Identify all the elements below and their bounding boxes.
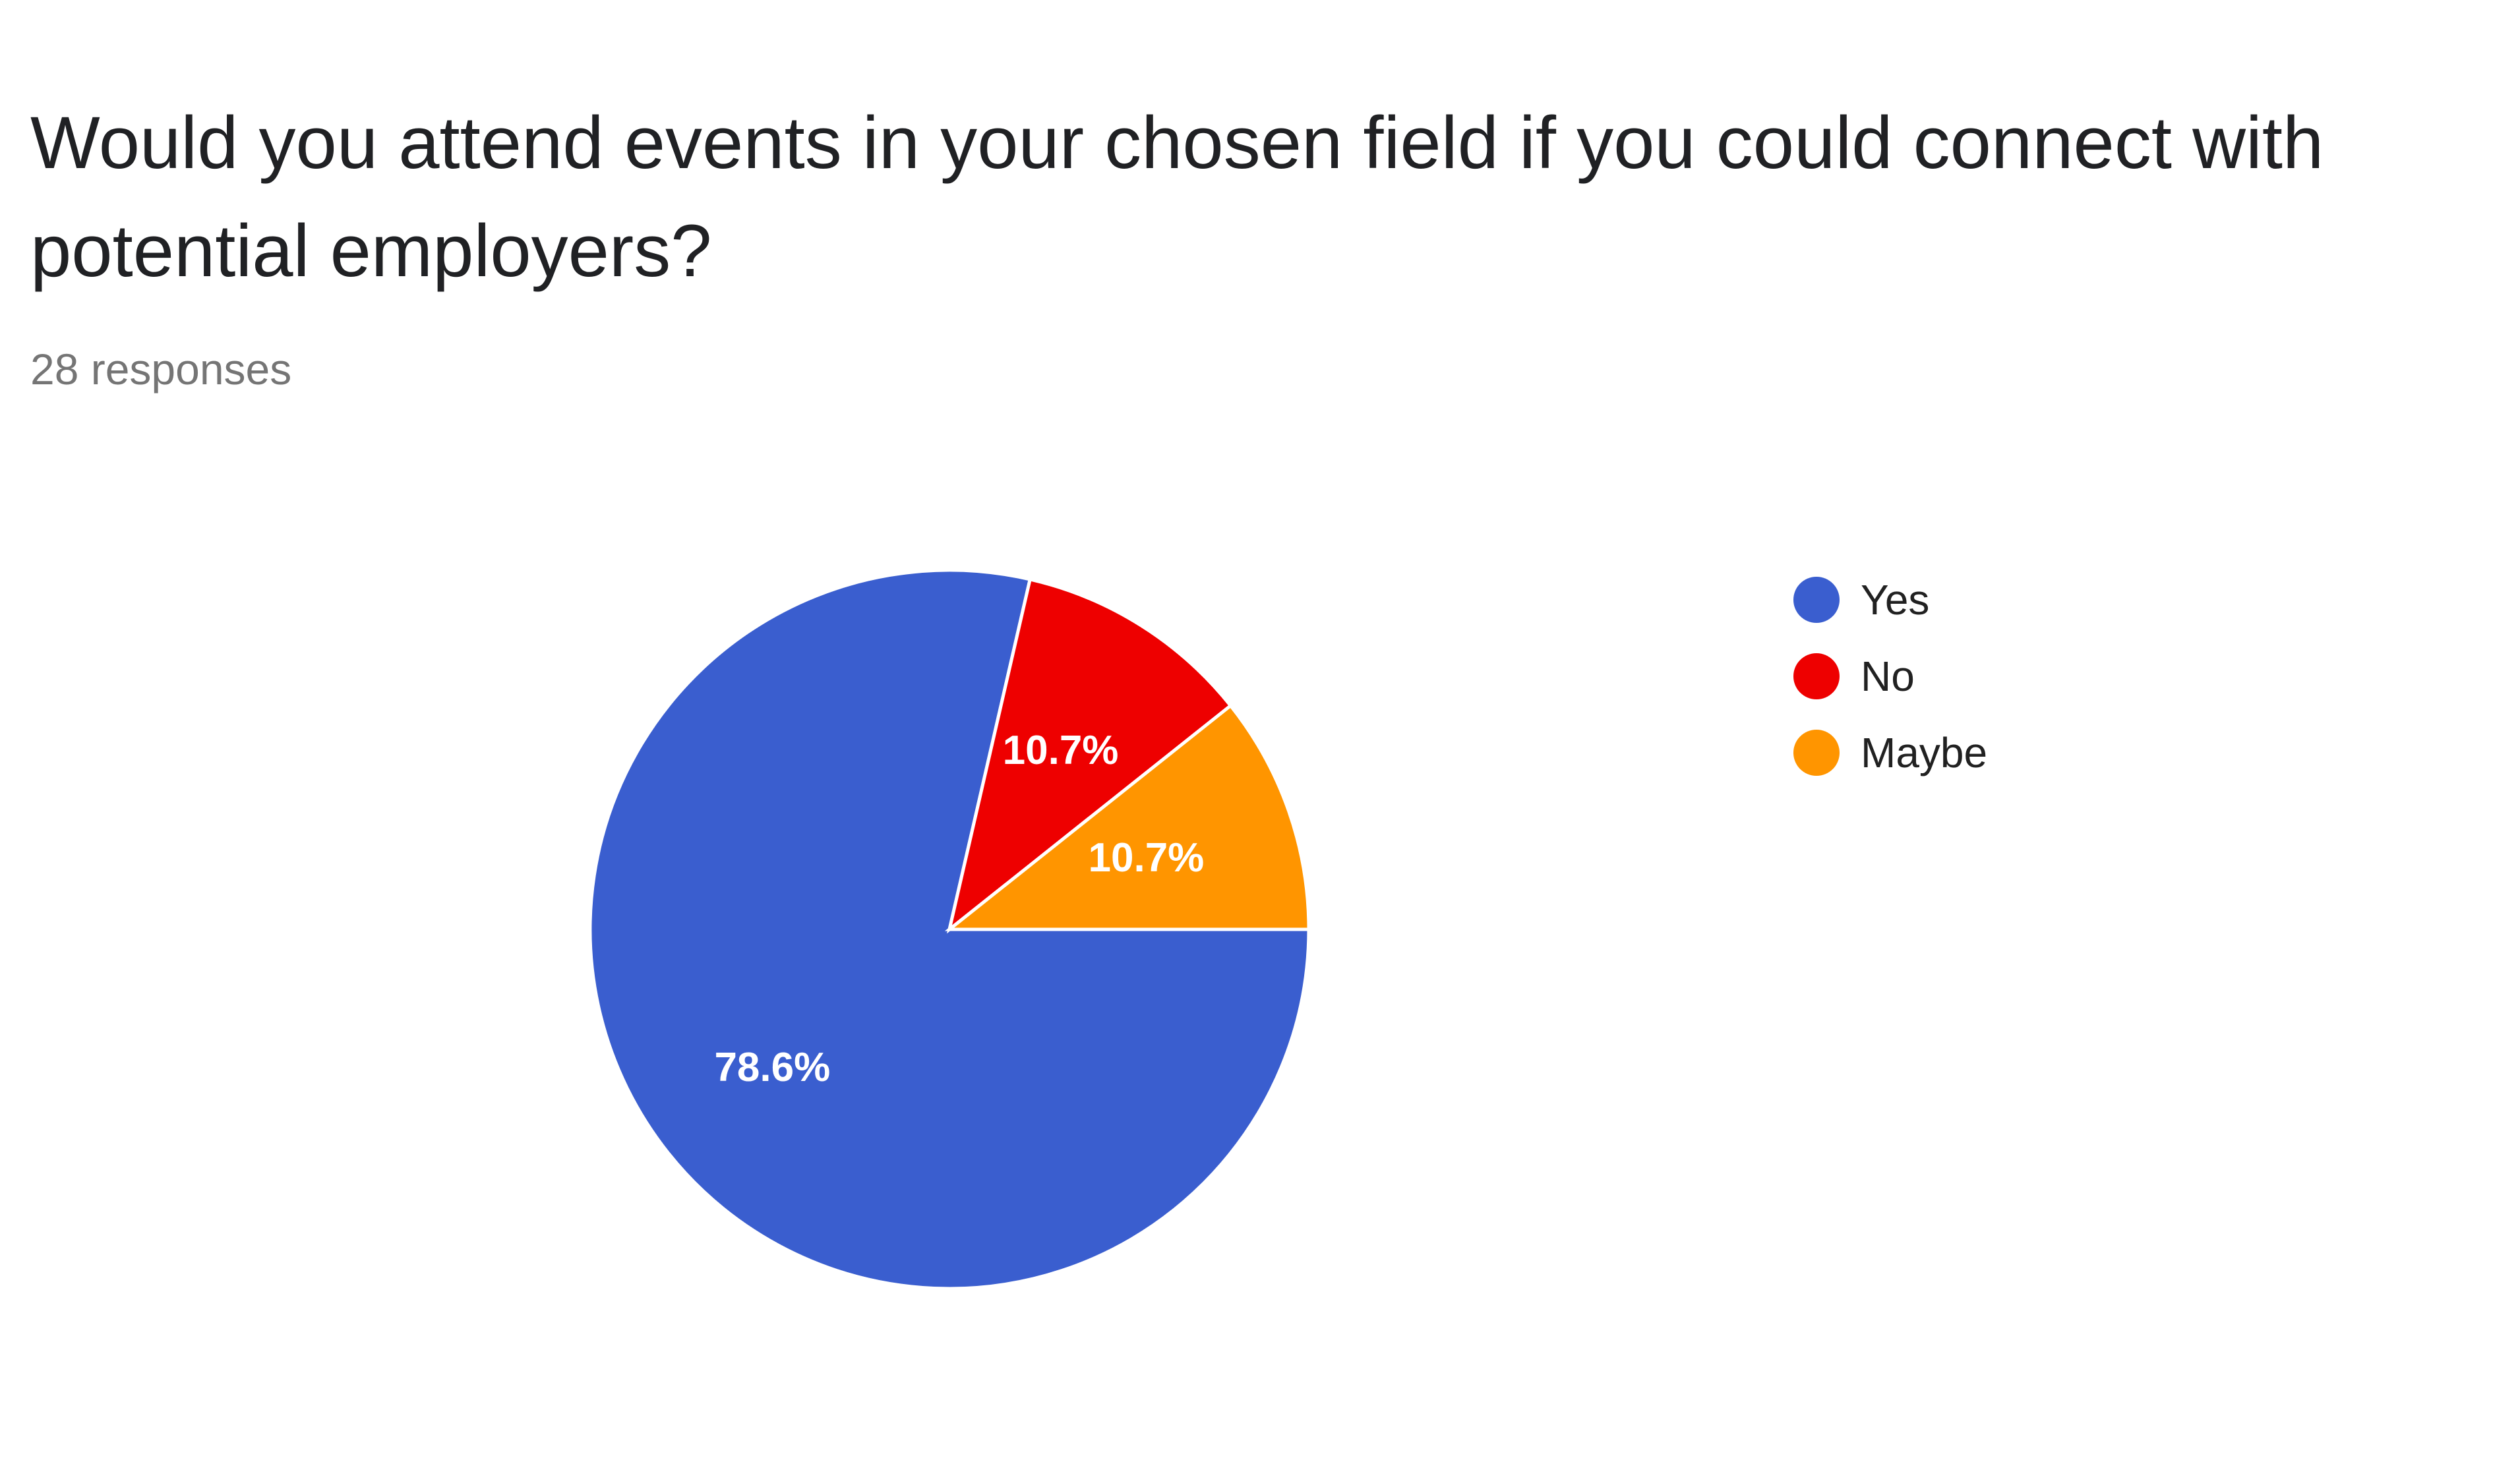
- response-count: 28 responses: [30, 345, 292, 394]
- legend-item-yes[interactable]: Yes: [1793, 562, 1987, 638]
- chart-title: Would you attend events in your chosen f…: [30, 102, 2324, 292]
- legend: Yes No Maybe: [1793, 562, 1987, 791]
- pie-slices: [588, 568, 1311, 1291]
- legend-swatch-no: [1793, 653, 1840, 699]
- legend-label-yes: Yes: [1861, 576, 1930, 624]
- pie-label-yes: 78.6%: [714, 1045, 830, 1090]
- pie-slice-maybe[interactable]: [944, 703, 1311, 931]
- pie-label-no: 10.7%: [1003, 728, 1119, 773]
- pie-slice-no[interactable]: [946, 577, 1233, 934]
- pie-label-maybe: 10.7%: [1089, 835, 1205, 881]
- legend-item-no[interactable]: No: [1793, 638, 1987, 715]
- legend-swatch-yes: [1793, 577, 1840, 623]
- legend-label-maybe: Maybe: [1861, 729, 1988, 776]
- legend-item-maybe[interactable]: Maybe: [1793, 715, 1987, 791]
- pie-slice-labels: 78.6% 10.7% 10.7%: [714, 728, 1204, 1090]
- legend-swatch-maybe: [1793, 730, 1840, 776]
- legend-label-no: No: [1861, 653, 1915, 700]
